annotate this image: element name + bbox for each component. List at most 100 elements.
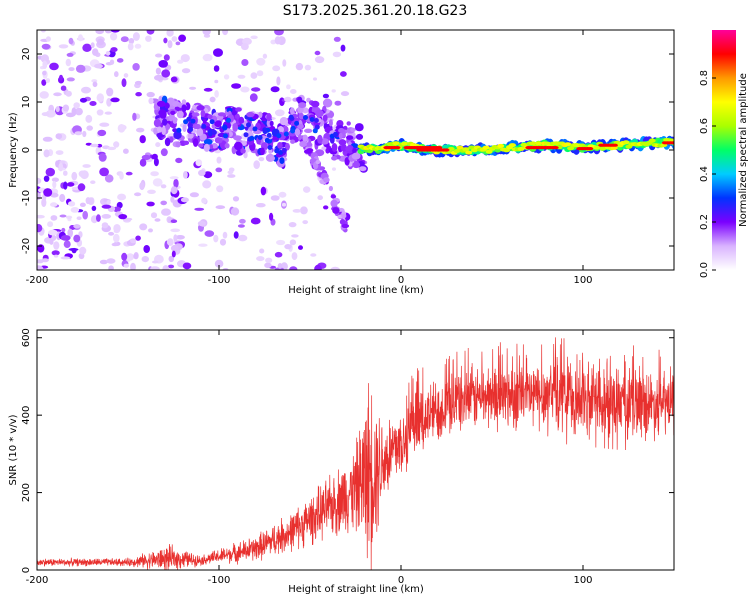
spectral-blob	[190, 118, 196, 124]
spectral-blob	[108, 265, 114, 270]
spectral-blob	[111, 242, 119, 247]
spectral-blob	[302, 107, 309, 114]
spectral-blob	[50, 192, 59, 198]
spectral-blob	[70, 207, 80, 213]
spectral-blob	[227, 170, 234, 175]
spectral-blob	[168, 255, 175, 263]
spectral-blob	[207, 129, 213, 137]
spectral-blob	[281, 148, 287, 153]
spectral-blob	[202, 180, 212, 189]
spectral-blob	[166, 30, 174, 37]
spectral-blob	[73, 224, 81, 229]
spectral-blob	[291, 252, 298, 261]
spectral-blob	[175, 235, 185, 240]
spectral-blob	[269, 120, 274, 127]
spectral-blob	[298, 102, 307, 109]
spectral-blob	[198, 243, 208, 247]
x-tick-label: -200	[26, 575, 49, 586]
spectral-blob	[269, 212, 274, 221]
spectral-blob	[106, 87, 114, 97]
spectral-blob	[303, 115, 308, 120]
spectral-blob	[47, 221, 54, 228]
spectrogram-y-axis-label: Frequency (Hz)	[8, 112, 19, 188]
spectral-blob	[331, 143, 338, 152]
spectral-blob	[284, 142, 290, 151]
spectral-blob	[153, 118, 161, 128]
spectral-blob	[252, 126, 258, 132]
spectral-blob	[155, 53, 163, 58]
spectral-blob	[497, 143, 505, 148]
spectral-blob	[456, 145, 464, 150]
spectral-blob	[330, 194, 337, 199]
spectral-blob	[314, 50, 321, 56]
spectral-blob	[50, 215, 58, 221]
spectral-blob	[351, 152, 361, 160]
y-tick-label: 0	[21, 147, 32, 153]
spectral-blob	[76, 216, 82, 220]
spectral-blob	[314, 56, 325, 64]
spectral-blob	[485, 149, 493, 154]
spectral-blob	[141, 256, 149, 263]
spectral-blob	[266, 132, 272, 138]
spectral-blob	[222, 125, 228, 131]
spectral-blob	[37, 177, 42, 184]
spectral-blob	[189, 192, 199, 198]
spectral-blob	[77, 183, 86, 192]
spectral-blob	[63, 181, 68, 190]
spectral-blob	[48, 229, 58, 236]
spectral-blob	[66, 77, 75, 82]
spectral-blob	[37, 265, 44, 270]
y-tick-label: 20	[21, 48, 32, 61]
spectral-blob	[153, 157, 159, 167]
spectral-blob	[82, 43, 92, 52]
spectral-blob	[154, 218, 161, 222]
spectral-blob	[290, 128, 296, 134]
spectral-blob	[182, 262, 192, 270]
spectral-blob	[332, 207, 340, 214]
spectral-blob	[202, 53, 213, 62]
spectral-blob	[59, 193, 66, 203]
spectral-blob	[213, 65, 220, 72]
spectral-blob	[622, 140, 630, 145]
spectral-blob	[152, 260, 159, 264]
spectral-blob	[255, 203, 266, 208]
spectral-blob	[170, 76, 178, 83]
spectral-blob	[148, 228, 153, 233]
spectral-blob	[90, 180, 96, 184]
spectral-blob	[161, 126, 166, 135]
spectral-blob	[282, 59, 287, 67]
spectral-blob	[227, 174, 236, 178]
spectral-blob	[346, 121, 351, 126]
spectral-blob	[118, 214, 128, 220]
spectral-blob	[58, 44, 69, 49]
spectral-blob	[314, 264, 322, 270]
spectral-blob	[162, 118, 168, 126]
snr-x-axis-label: Height of straight line (km)	[288, 584, 424, 595]
spectral-blob	[45, 78, 51, 83]
x-tick-label: -100	[208, 275, 231, 286]
spectral-blob	[323, 205, 329, 210]
spectral-blob	[135, 235, 141, 241]
spectral-blob	[43, 175, 50, 182]
spectral-blob	[256, 70, 264, 77]
spectral-blob	[97, 129, 107, 137]
spectral-blob	[85, 197, 91, 205]
spectral-blob	[214, 137, 223, 144]
snr-panel: -200 -100 0 100 600 400 200 0 Height of straigh…	[8, 328, 675, 595]
spectral-blob	[158, 60, 168, 68]
spectral-blob	[340, 91, 350, 97]
y-tick-label: 10	[21, 96, 32, 109]
spectral-blob	[150, 266, 160, 270]
y-tick-label: 200	[21, 483, 32, 502]
spectral-blob	[182, 124, 187, 132]
spectral-blob	[136, 127, 145, 133]
spectral-blob	[180, 54, 190, 63]
spectral-blob	[37, 224, 43, 233]
spectral-blob	[226, 117, 231, 123]
spectral-blob	[202, 30, 211, 36]
spectral-blob	[155, 67, 161, 75]
spectral-blob	[234, 141, 243, 151]
spectral-blob	[517, 146, 525, 151]
